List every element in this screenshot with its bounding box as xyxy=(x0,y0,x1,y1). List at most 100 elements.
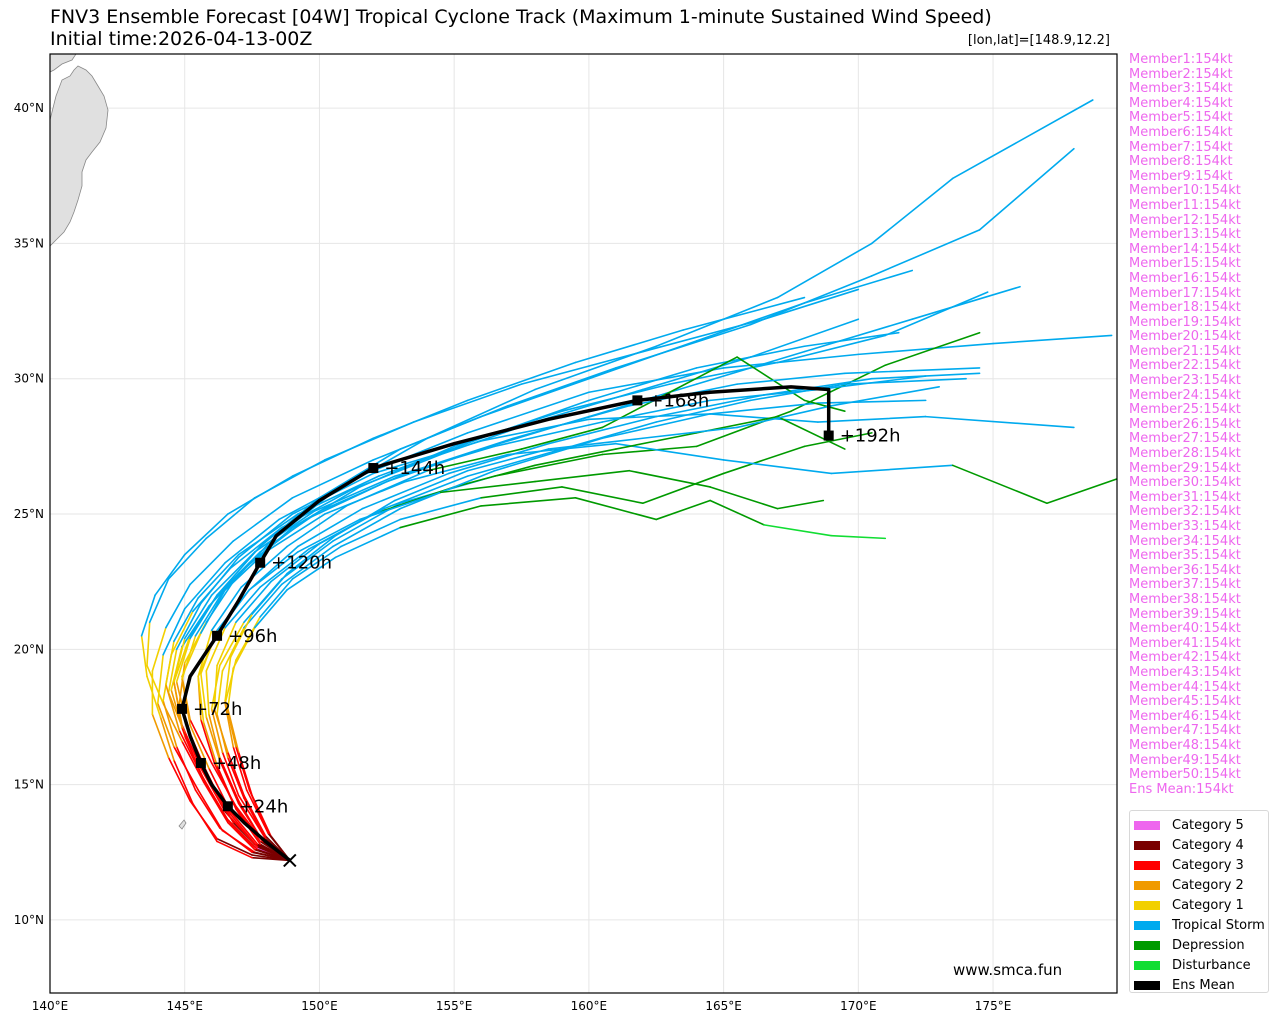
track-segment xyxy=(668,361,779,385)
landmass-japan xyxy=(50,65,109,247)
track-segment xyxy=(227,751,245,797)
track-segment xyxy=(216,670,224,716)
member-intensity: Member3:154kt xyxy=(1129,81,1233,97)
y-tick-label: 35°N xyxy=(14,236,44,250)
time-marker xyxy=(368,463,379,474)
member-intensity: Member48:154kt xyxy=(1129,737,1241,753)
track-segment xyxy=(534,469,631,483)
track-segment xyxy=(655,394,765,418)
track-segment xyxy=(453,464,536,488)
member-intensity: Member49:154kt xyxy=(1129,752,1241,768)
track-segment xyxy=(227,475,294,515)
time-marker xyxy=(255,557,266,568)
track-segment xyxy=(227,813,259,848)
member-intensity: Member4:154kt xyxy=(1129,95,1233,111)
axis-ticks: 140°E 145°E 150°E 155°E 160°E 165°E 170°E 175°E… xyxy=(14,101,1012,1013)
track-segment xyxy=(655,399,752,423)
track-segment xyxy=(200,767,226,813)
member-tracks xyxy=(140,99,1117,862)
track-segment xyxy=(167,537,208,580)
member-intensity: Member50:154kt xyxy=(1129,767,1241,783)
ens-mean-track: +24h +48h +72h +96h +120h +144h +168h +192h xyxy=(177,385,901,868)
legend-item: Category 3 xyxy=(1134,855,1268,875)
track-segment xyxy=(235,580,272,624)
member-intensity: Member35:154kt xyxy=(1129,548,1241,564)
track-segment xyxy=(192,567,232,613)
track-segment xyxy=(709,499,765,526)
track-segment xyxy=(412,383,523,423)
track-segment xyxy=(181,678,191,726)
track-segment xyxy=(951,99,1094,180)
legend-label: Category 1 xyxy=(1172,897,1244,913)
legend-swatch xyxy=(1134,820,1160,830)
track-segment xyxy=(259,578,294,618)
member-intensity: Member47:154kt xyxy=(1129,723,1241,739)
track-segment xyxy=(763,524,833,537)
track-segment xyxy=(668,356,738,394)
track-segment xyxy=(588,340,698,380)
track-segment xyxy=(830,386,940,407)
track-segment xyxy=(229,613,253,659)
track-segment xyxy=(399,505,482,529)
track-segment xyxy=(237,751,253,797)
member-intensity: Member6:154kt xyxy=(1129,124,1233,140)
track-segment xyxy=(232,802,261,843)
track-segment xyxy=(736,404,833,429)
time-marker-label: +96h xyxy=(228,626,277,647)
track-segment xyxy=(340,518,402,548)
track-segment xyxy=(165,640,175,686)
track-segment xyxy=(641,472,725,505)
member-intensity: Member11:154kt xyxy=(1129,197,1241,213)
member-intensity: Member25:154kt xyxy=(1129,402,1241,418)
track-segment xyxy=(140,635,148,678)
time-marker-label: +144h xyxy=(384,458,445,479)
member-intensity: Member37:154kt xyxy=(1129,577,1241,593)
track-segment xyxy=(334,526,402,559)
track-segment xyxy=(297,518,361,553)
track-segment xyxy=(167,756,191,802)
track-segment xyxy=(189,594,218,640)
track-segment xyxy=(200,672,208,718)
initial-position-icon xyxy=(283,853,297,868)
member-intensity: Member21:154kt xyxy=(1129,343,1241,359)
track-segment xyxy=(286,534,337,575)
track-segment xyxy=(218,756,240,802)
y-tick-label: 10°N xyxy=(14,913,44,927)
track-segment xyxy=(210,708,224,753)
track-segment xyxy=(175,745,197,791)
track-segment xyxy=(480,486,563,499)
track-segment xyxy=(426,388,536,440)
track-segment xyxy=(146,664,164,705)
track-segment xyxy=(512,404,631,440)
track-segment xyxy=(803,399,846,412)
legend-item: Tropical Storm xyxy=(1134,915,1268,935)
member-list: Member1:154kt Member2:154kt Member3:154kt M… xyxy=(1129,52,1241,797)
track-segment xyxy=(175,602,202,651)
track-segment xyxy=(588,367,698,402)
track-segment xyxy=(224,699,237,748)
member-track xyxy=(200,469,825,862)
track-segment xyxy=(844,377,967,385)
legend-item: Ens Mean xyxy=(1134,975,1268,995)
track-segment xyxy=(229,810,259,845)
member-intensity: Member8:154kt xyxy=(1129,154,1233,170)
x-tick-label: 140°E xyxy=(32,999,69,1013)
legend-item: Category 1 xyxy=(1134,895,1268,915)
member-intensity: Member20:154kt xyxy=(1129,329,1241,345)
track-segment xyxy=(140,594,156,637)
track-segment xyxy=(871,229,981,277)
track-segment xyxy=(561,421,658,450)
member-intensity: Member16:154kt xyxy=(1129,270,1241,286)
track-segment xyxy=(151,626,167,672)
track-segment xyxy=(749,318,860,358)
x-tick-label: 150°E xyxy=(301,999,338,1013)
member-intensity: Member12:154kt xyxy=(1129,212,1241,228)
track-segment xyxy=(208,713,221,759)
track-segment xyxy=(227,667,235,710)
track-segment xyxy=(534,448,617,467)
track-segment xyxy=(183,513,229,556)
member-intensity: Member32:154kt xyxy=(1129,504,1241,520)
member-intensity: Member5:154kt xyxy=(1129,110,1233,126)
track-segment xyxy=(181,740,205,783)
watermark: www.smca.fun xyxy=(953,961,1063,979)
